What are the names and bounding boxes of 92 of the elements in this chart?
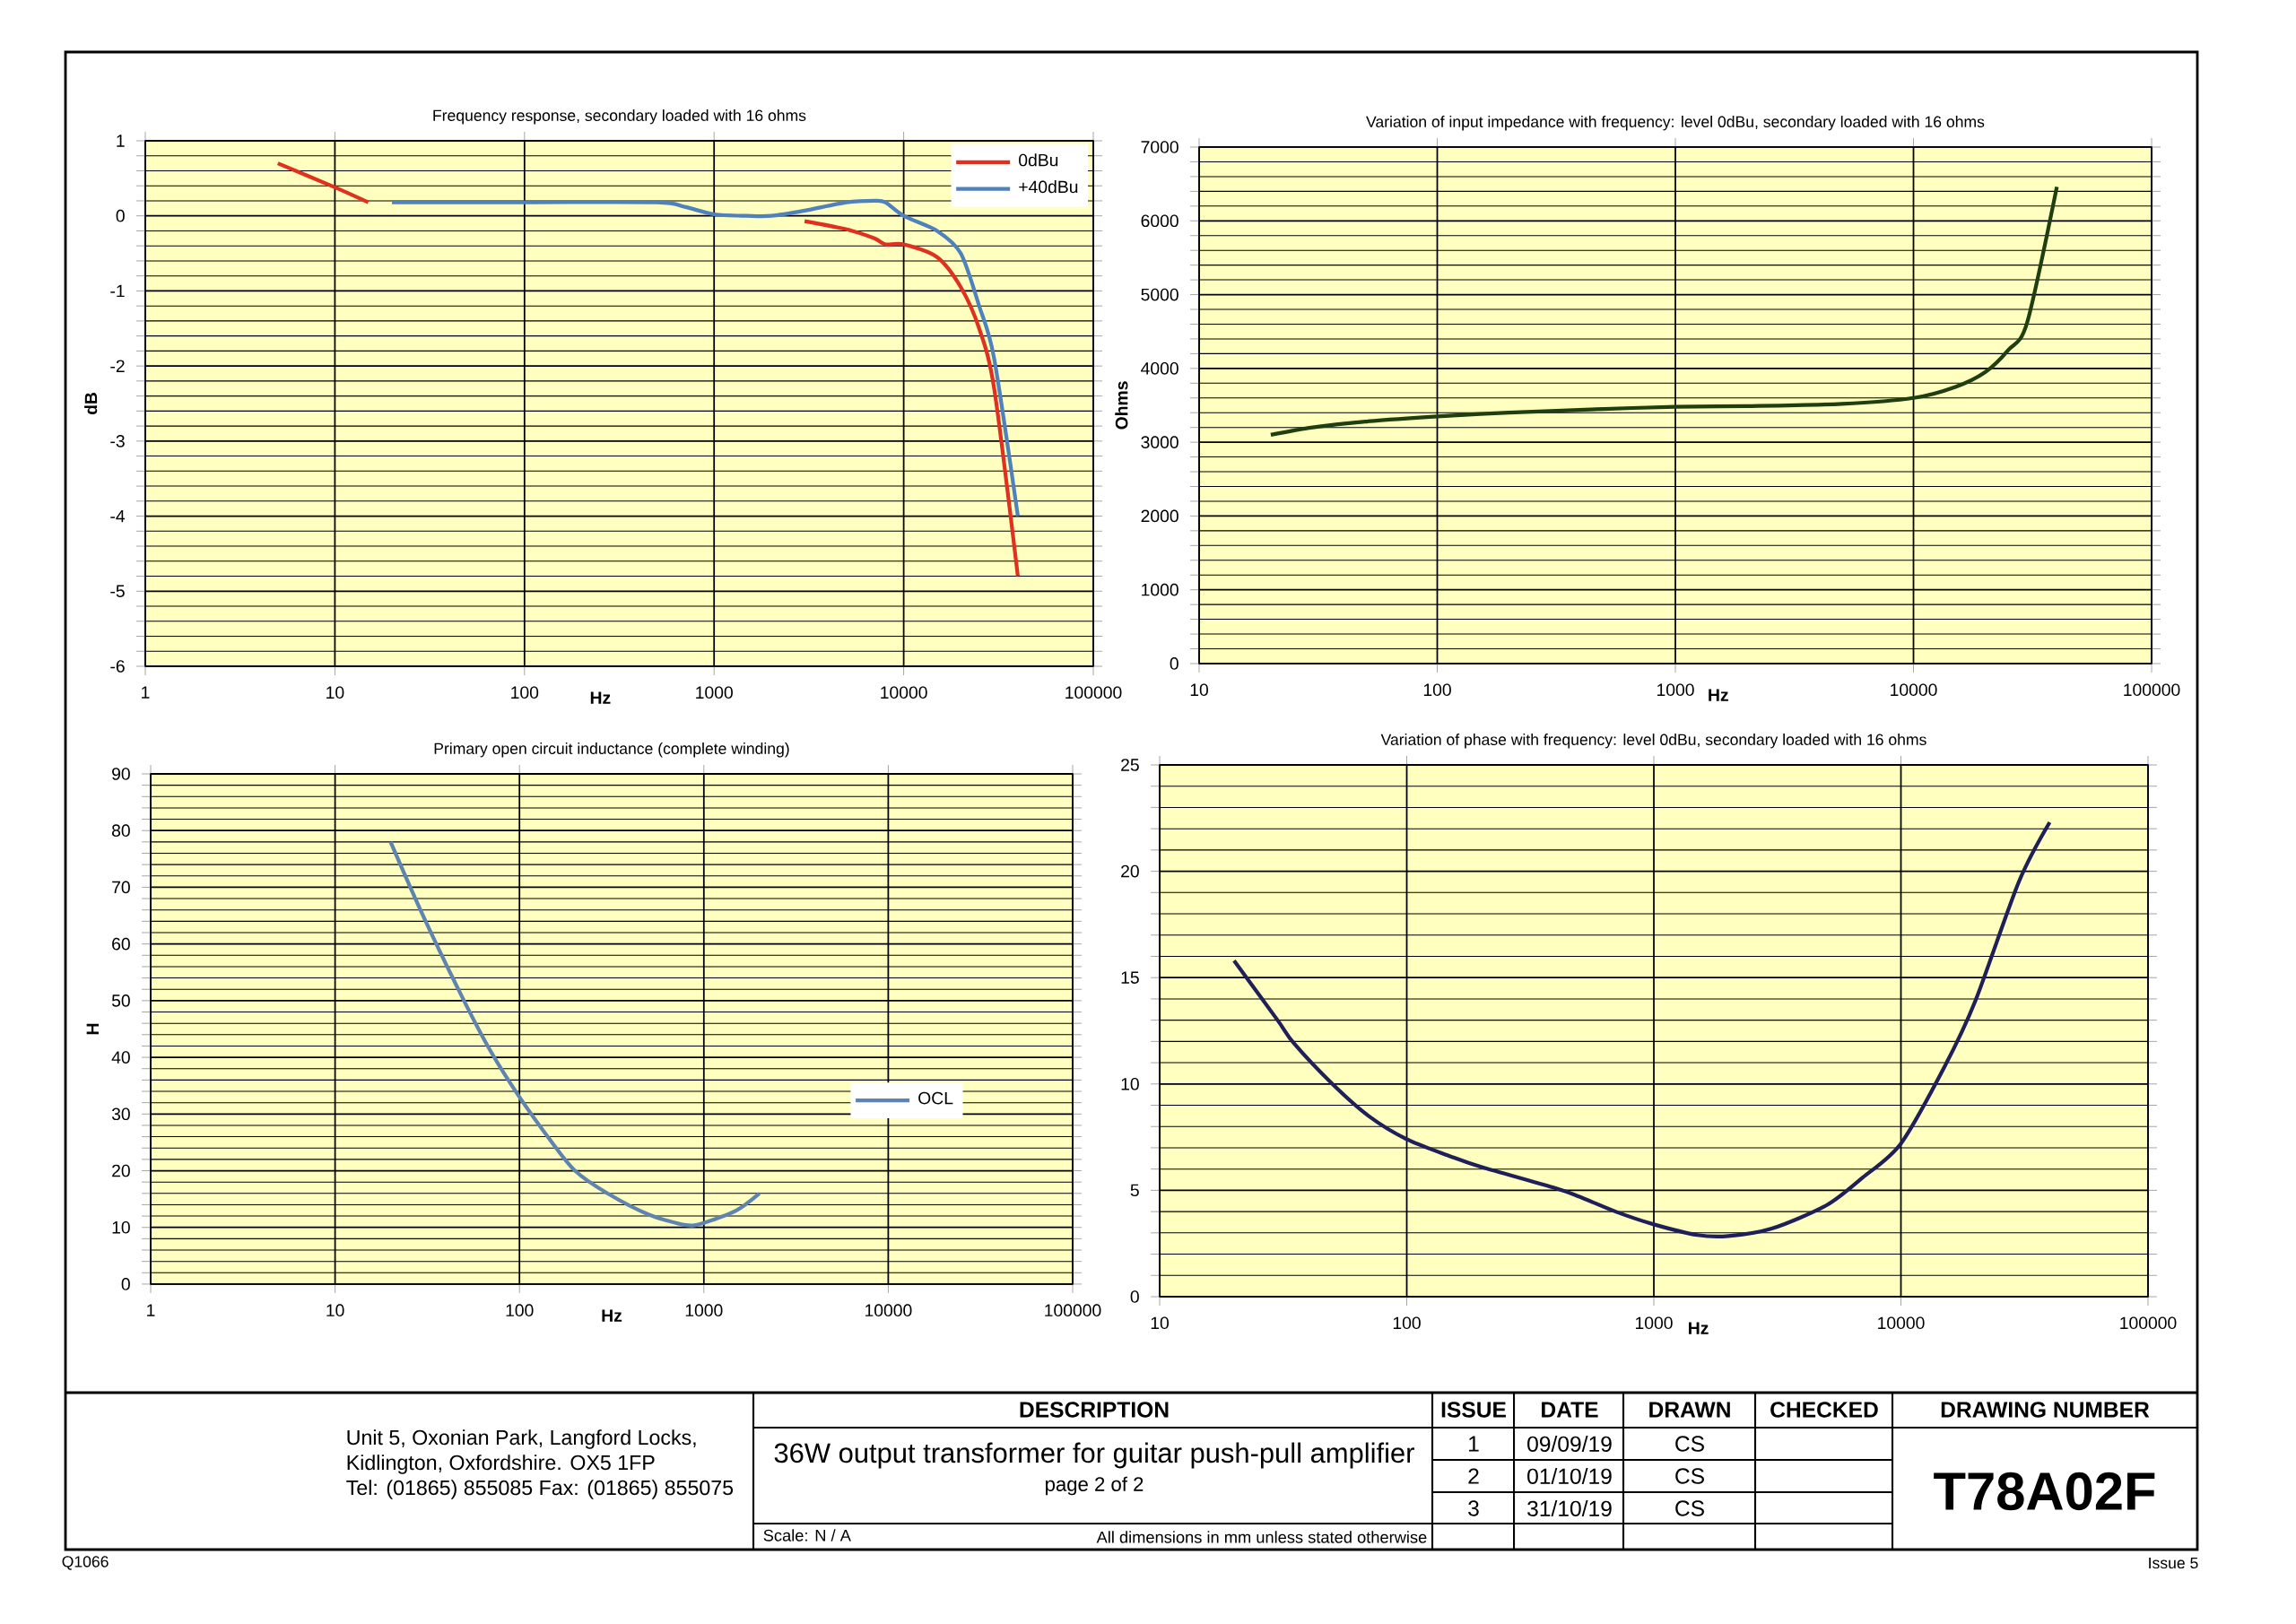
y-tick-label: 80 (111, 824, 130, 838)
text: 2 (1468, 1468, 1479, 1484)
x-axis-title: Hz (602, 1309, 622, 1322)
legend-label: OCL (918, 1091, 953, 1105)
text: ISSUE (1441, 1402, 1506, 1418)
x-tick-label: 1000 (696, 686, 733, 699)
text: CHECKED (1770, 1402, 1878, 1418)
y-tick-label: 0 (121, 1278, 130, 1290)
chart-title: Frequency response, secondary loaded with 16 ohms (433, 109, 806, 125)
y-tick-label: -2 (110, 360, 125, 372)
x-tick-label: 100 (1423, 683, 1451, 697)
y-tick-label: 30 (111, 1107, 130, 1121)
y-tick-label: -6 (110, 660, 125, 673)
y-tick-label: 20 (1121, 864, 1139, 878)
text: page 2 of 2 (1046, 1476, 1144, 1496)
x-tick-label: 100000 (1065, 686, 1122, 699)
x-tick-label: 10 (326, 1304, 344, 1317)
y-tick-label: 1 (117, 135, 125, 147)
y-tick-label: -3 (110, 435, 125, 447)
x-axis-title: Hz (1689, 1322, 1709, 1334)
legend-label: 0dBu (1019, 153, 1058, 167)
x-tick-label: 100 (511, 686, 539, 699)
text: 01/10/19 (1527, 1468, 1612, 1485)
y-tick-label: 20 (112, 1164, 130, 1177)
y-axis-title: Ohms (1115, 381, 1128, 430)
x-tick-label: 10000 (1891, 683, 1937, 697)
text: Kidlington, Oxfordshire. OX5 1FP (347, 1455, 655, 1474)
legend-label: +40dBu (1019, 180, 1078, 194)
text: DRAWING NUMBER (1941, 1402, 2150, 1418)
y-tick-label: 6000 (1141, 214, 1178, 228)
y-tick-label: -1 (110, 284, 125, 298)
x-tick-label: 100 (1393, 1316, 1421, 1330)
y-tick-label: -5 (110, 585, 125, 598)
x-tick-label: 1 (142, 686, 150, 699)
y-tick-label: 0 (116, 209, 125, 222)
x-tick-label: 1000 (1657, 683, 1694, 697)
text: 09/09/19 (1527, 1436, 1612, 1453)
y-tick-label: 7000 (1141, 141, 1178, 153)
text: 36W output transformer for guitar push-pull amplifier (774, 1442, 1414, 1469)
text: CS (1675, 1468, 1704, 1484)
y-tick-label: 0 (1170, 657, 1178, 670)
text: Q1066 (62, 1556, 109, 1570)
x-tick-label: 10 (1190, 683, 1208, 697)
y-tick-label: 50 (111, 994, 130, 1007)
x-tick-label: 100000 (2124, 683, 2180, 697)
x-axis-title: Hz (1709, 689, 1728, 701)
y-tick-label: 70 (112, 881, 130, 894)
text: CS (1675, 1436, 1704, 1452)
y-tick-label: 25 (1121, 759, 1139, 771)
y-axis-title: H (86, 1023, 99, 1035)
y-tick-label: 90 (112, 768, 130, 780)
text: DRAWN (1649, 1402, 1730, 1418)
text: 3 (1468, 1500, 1479, 1516)
text: T78A02F (1934, 1472, 2155, 1511)
y-tick-label: 3000 (1141, 436, 1178, 448)
chart-title: Variation of phase with frequency: level 0dBu, secondary loaded with 16 ohms (1380, 734, 1926, 749)
text: Tel: (01865) 855085 Fax: (01865) 855075 (346, 1480, 734, 1499)
x-tick-label: 10000 (881, 686, 927, 699)
x-axis-title: Hz (590, 691, 611, 704)
y-tick-label: 10 (1121, 1077, 1139, 1090)
y-tick-label: -4 (110, 509, 126, 523)
text: 31/10/19 (1527, 1500, 1612, 1517)
y-tick-label: 10 (112, 1220, 130, 1234)
y-tick-label: 40 (111, 1051, 130, 1064)
chart-title: Variation of input impedance with frequency: level 0dBu, secondary loaded with 16 ohms (1366, 116, 1985, 131)
text: CS (1675, 1500, 1704, 1516)
text: Issue 5 (2149, 1557, 2198, 1569)
text: DATE (1542, 1402, 1598, 1418)
y-tick-label: 60 (112, 937, 130, 951)
y-tick-label: 1000 (1142, 583, 1178, 596)
y-tick-label: 5 (1130, 1184, 1139, 1197)
y-tick-label: 5000 (1141, 288, 1178, 301)
y-tick-label: 15 (1121, 971, 1139, 984)
y-axis-title: dB (84, 392, 98, 415)
x-tick-label: 10 (326, 686, 344, 699)
x-tick-label: 100000 (2120, 1316, 2177, 1330)
y-tick-label: 4000 (1141, 362, 1178, 375)
x-tick-label: 1000 (685, 1304, 723, 1317)
x-tick-label: 10000 (1878, 1316, 1925, 1330)
y-tick-label: 0 (1130, 1290, 1139, 1303)
text: Scale: N / A (763, 1529, 851, 1541)
x-tick-label: 1000 (1636, 1316, 1673, 1330)
chart-title: Primary open circuit inductance (complete winding) (434, 743, 789, 758)
x-tick-label: 100 (506, 1304, 534, 1317)
y-tick-label: 2000 (1141, 509, 1178, 523)
x-tick-label: 10000 (865, 1304, 912, 1317)
x-tick-label: 100000 (1045, 1304, 1101, 1317)
text: 1 (1469, 1436, 1479, 1452)
text: All dimensions in mm unless stated otherwise (1096, 1531, 1427, 1543)
text: DESCRIPTION (1020, 1402, 1169, 1418)
text: Unit 5, Oxonian Park, Langford Locks, (347, 1429, 696, 1449)
x-tick-label: 1 (147, 1304, 155, 1316)
